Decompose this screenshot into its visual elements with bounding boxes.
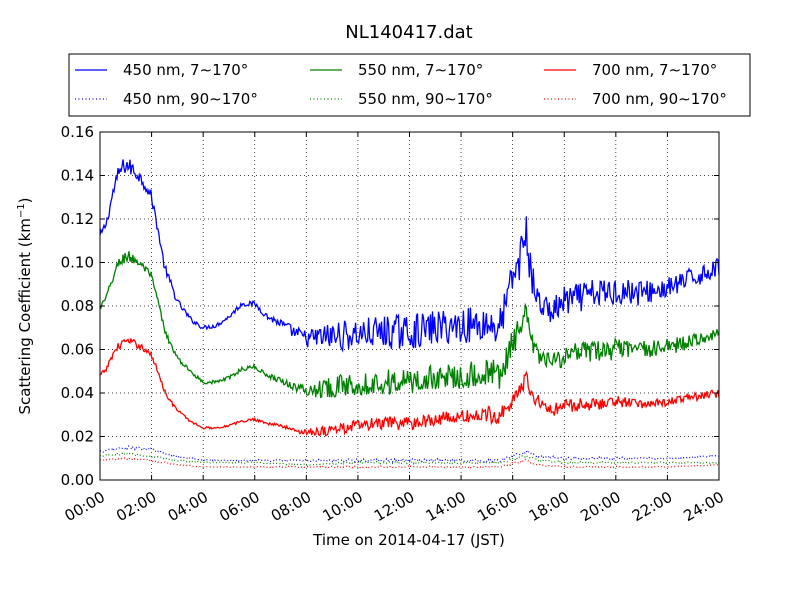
x-tick-label: 04:00 bbox=[165, 488, 211, 525]
series-line bbox=[99, 251, 720, 399]
series-line bbox=[99, 456, 720, 469]
x-tick-label: 08:00 bbox=[268, 488, 314, 525]
y-axis-label-superscript: −1 bbox=[16, 203, 27, 218]
y-tick-label: 0.14 bbox=[61, 167, 94, 185]
x-axis-label: Time on 2014-04-17 (JST) bbox=[312, 531, 505, 549]
y-tick-label: 0.00 bbox=[61, 471, 94, 489]
legend-label: 700 nm, 90∼170° bbox=[592, 90, 727, 108]
y-tick-label: 0.16 bbox=[61, 123, 94, 141]
grid-lines bbox=[100, 132, 719, 480]
x-tick-label: 14:00 bbox=[423, 488, 469, 525]
x-tick-label: 10:00 bbox=[319, 488, 365, 525]
x-tick-label: 22:00 bbox=[629, 488, 675, 525]
x-tick-label: 02:00 bbox=[113, 488, 159, 525]
x-tick-label: 24:00 bbox=[681, 488, 727, 525]
series-line bbox=[99, 452, 720, 467]
y-axis-label-main: Scattering Coefficient (km bbox=[16, 218, 34, 414]
y-tick-label: 0.08 bbox=[61, 297, 94, 315]
legend-label: 450 nm, 90∼170° bbox=[123, 90, 258, 108]
legend: 450 nm, 7∼170° 550 nm, 7∼170° 700 nm, 7∼17… bbox=[68, 53, 751, 117]
chart-title: NL140417.dat bbox=[345, 22, 472, 43]
y-tick-label: 0.04 bbox=[61, 384, 94, 402]
y-tick-label: 0.02 bbox=[61, 428, 94, 446]
y-axis-label-close: ) bbox=[16, 197, 34, 203]
x-tick-label: 20:00 bbox=[577, 488, 623, 525]
x-tick-label: 00:00 bbox=[62, 488, 108, 525]
legend-box bbox=[68, 53, 751, 117]
legend-label: 550 nm, 90∼170° bbox=[358, 90, 493, 108]
legend-label: 450 nm, 7∼170° bbox=[123, 61, 248, 79]
y-tick-label: 0.06 bbox=[61, 341, 94, 359]
x-tick-label: 06:00 bbox=[216, 488, 262, 525]
series-layer bbox=[99, 159, 720, 469]
y-tick-label: 0.12 bbox=[61, 210, 94, 228]
series-line bbox=[99, 338, 720, 437]
y-axis-label: Scattering Coefficient (km−1) bbox=[16, 197, 34, 414]
y-tick-labels: 0.00 0.02 0.04 0.06 0.08 0.10 0.12 0.14 0.16 bbox=[61, 123, 94, 489]
x-tick-label: 16:00 bbox=[474, 488, 520, 525]
axis-ticks bbox=[99, 131, 720, 481]
y-tick-label: 0.10 bbox=[61, 254, 94, 272]
legend-label: 700 nm, 7∼170° bbox=[592, 61, 717, 79]
x-tick-labels: 00:00 02:00 04:00 06:00 08:00 10:00 12:00 14:00… bbox=[62, 488, 727, 525]
series-line bbox=[99, 159, 720, 353]
legend-label: 550 nm, 7∼170° bbox=[358, 61, 483, 79]
x-tick-label: 18:00 bbox=[526, 488, 572, 525]
x-tick-label: 12:00 bbox=[371, 488, 417, 525]
